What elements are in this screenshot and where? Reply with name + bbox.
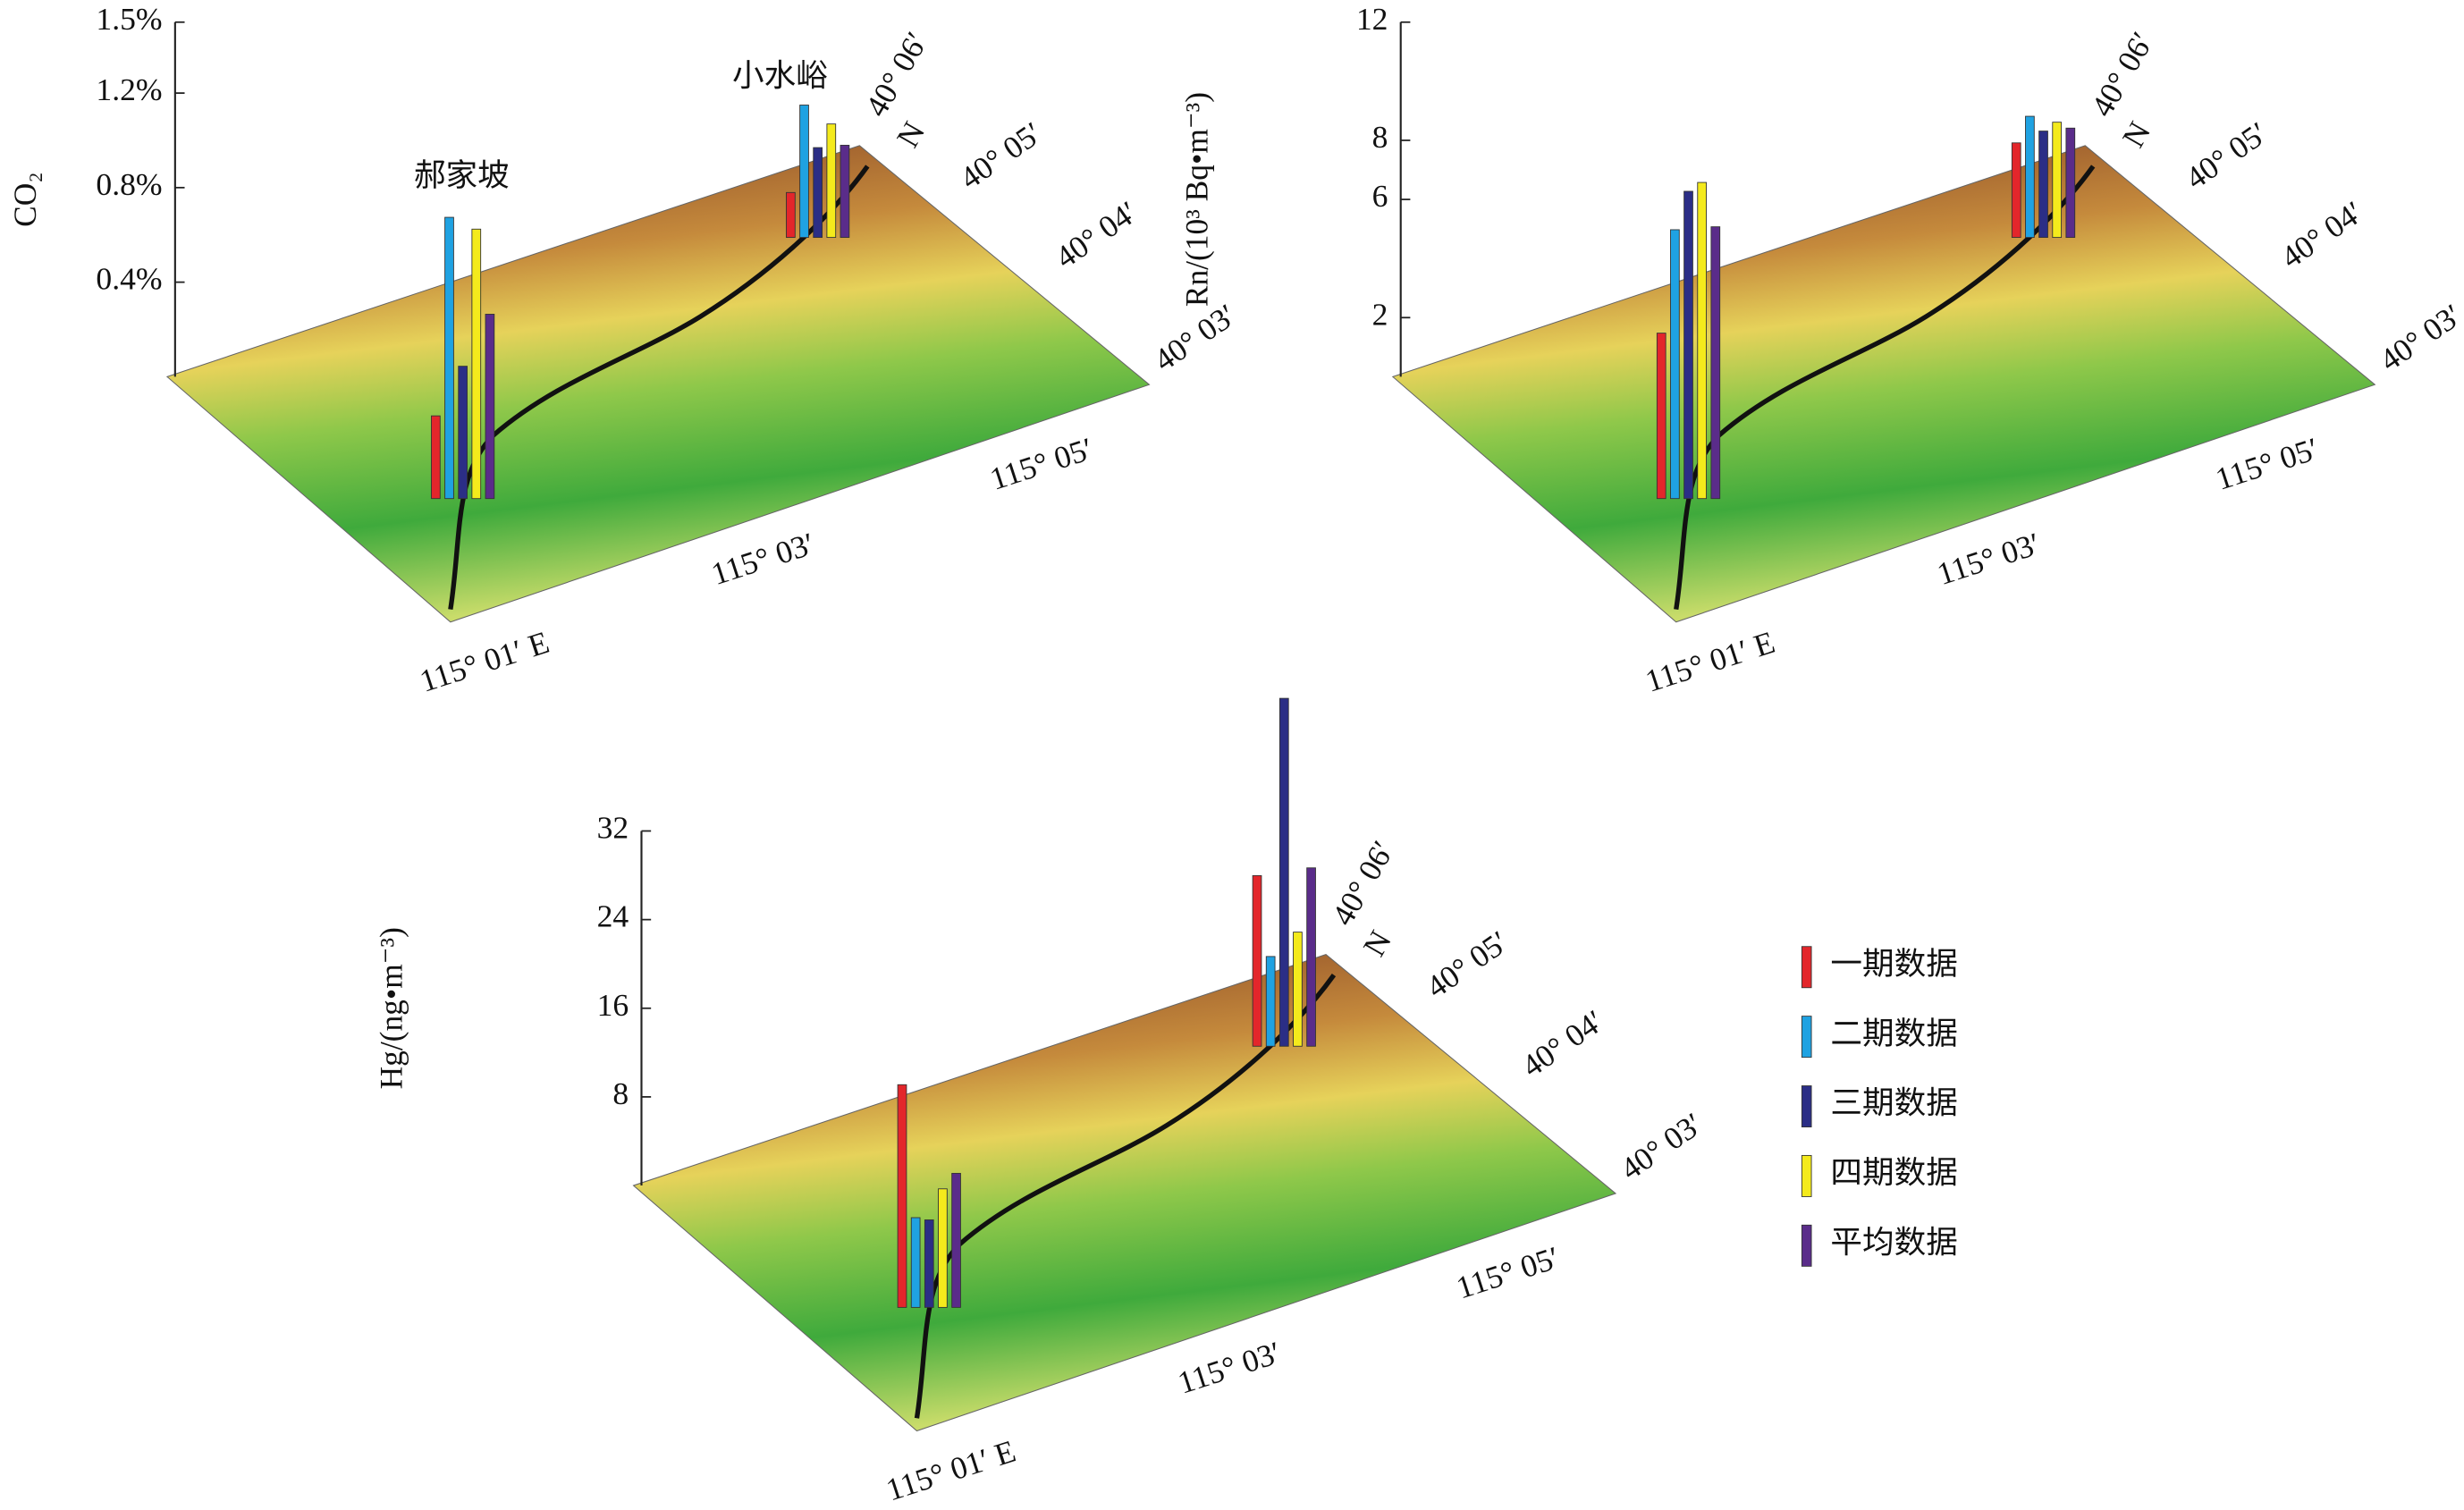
latitude-label: 40° 03′ xyxy=(2373,297,2464,378)
bar xyxy=(485,314,495,500)
y-tick-label: 24 xyxy=(597,898,629,934)
y-axis-title: CO₂ xyxy=(7,172,43,227)
legend-label: 四期数据 xyxy=(1830,1155,1957,1191)
y-tick-label: 32 xyxy=(597,810,629,846)
north-label: N xyxy=(1355,924,1398,962)
legend-swatch xyxy=(1801,1154,1812,1197)
latitude-label: 40° 03′ xyxy=(1614,1106,1709,1187)
bar xyxy=(2025,115,2035,239)
bar xyxy=(2038,131,2048,239)
bar xyxy=(924,1219,934,1308)
bar xyxy=(1252,874,1262,1047)
bar xyxy=(2065,127,2076,239)
y-tick-label: 8 xyxy=(612,1076,629,1111)
latitude-label: 40° 04′ xyxy=(1515,1003,1611,1084)
longitude-label: 115° 03′ xyxy=(1933,526,2045,592)
bar xyxy=(431,415,441,500)
terrain-map xyxy=(165,145,1151,623)
legend-swatch xyxy=(1801,1224,1812,1267)
y-tick-label: 2 xyxy=(1372,296,1388,332)
latitude-label: 40° 05′ xyxy=(953,114,1049,196)
legend-swatch xyxy=(1801,1085,1812,1127)
fault-line xyxy=(448,164,870,611)
site-label: 郝家坡 xyxy=(414,157,510,193)
bar xyxy=(840,145,850,239)
north-label: N xyxy=(890,115,932,153)
panel: 8 16 24 32 Hg/(ng•m⁻³) 115° 01′ E 115° 03′ 115°… xyxy=(374,697,1709,1508)
bar xyxy=(1265,956,1276,1047)
bar xyxy=(897,1084,907,1308)
bar xyxy=(1697,181,1707,500)
y-tick-label: 0.8% xyxy=(96,166,162,202)
bar xyxy=(471,228,482,500)
y-axis-title: Hg/(ng•m⁻³) xyxy=(374,927,409,1089)
bar xyxy=(786,191,796,239)
bar xyxy=(1710,226,1721,500)
latitude-label: 40° 06′ xyxy=(1324,835,1401,932)
legend-label: 平均数据 xyxy=(1830,1225,1957,1261)
longitude-label: 115° 05′ xyxy=(2211,430,2323,496)
longitude-label: 115° 03′ xyxy=(707,526,819,592)
y-tick-label: 1.5% xyxy=(96,1,162,37)
terrain-map xyxy=(632,953,1617,1432)
bar xyxy=(2052,122,2063,239)
terrain-map xyxy=(1391,145,2376,623)
latitude-label: 40° 06′ xyxy=(858,26,935,122)
longitude-label: 115° 05′ xyxy=(985,430,1097,496)
y-tick-label: 1.2% xyxy=(96,72,162,107)
bar xyxy=(458,366,468,500)
bar xyxy=(826,123,837,239)
y-tick-label: 0.4% xyxy=(96,261,162,297)
y-axis-title: Rn/(10³ Bq•m⁻³) xyxy=(1178,92,1214,307)
legend-label: 三期数据 xyxy=(1830,1085,1957,1121)
legend-swatch xyxy=(1801,946,1812,989)
bar xyxy=(1293,932,1303,1047)
longitude-label: 115° 05′ xyxy=(1452,1239,1564,1305)
longitude-label: 115° 03′ xyxy=(1173,1334,1285,1400)
panel: 2 6 8 12 Rn/(10³ Bq•m⁻³) 115° 01′ E 115° 03′ 11… xyxy=(1178,1,2464,699)
longitude-label: 115° 01′ E xyxy=(1641,624,1779,699)
bar xyxy=(910,1217,921,1308)
latitude-label: 40° 03′ xyxy=(1147,297,1243,378)
longitude-label: 115° 01′ E xyxy=(882,1433,1019,1508)
y-tick-label: 12 xyxy=(1356,1,1388,37)
bar xyxy=(813,147,823,239)
latitude-label: 40° 05′ xyxy=(2179,114,2274,196)
legend-label: 二期数据 xyxy=(1830,1016,1957,1051)
bar xyxy=(1278,697,1289,1047)
bar xyxy=(1683,190,1693,500)
bar xyxy=(1306,867,1316,1047)
fault-line xyxy=(914,974,1337,1419)
longitude-label: 115° 01′ E xyxy=(416,624,553,699)
y-tick-label: 16 xyxy=(597,987,629,1023)
legend-label: 一期数据 xyxy=(1830,946,1957,982)
bar xyxy=(938,1188,948,1308)
north-label: N xyxy=(2115,115,2158,153)
panel: 0.4% 0.8% 1.2% 1.5% CO₂ 115° 01′ E 115° 03′ 115… xyxy=(7,1,1243,699)
bar xyxy=(2011,142,2021,239)
y-tick-label: 6 xyxy=(1372,178,1388,214)
bar xyxy=(1656,333,1667,500)
bar xyxy=(951,1172,961,1308)
legend-swatch xyxy=(1801,1016,1812,1059)
site-label: 小水峪 xyxy=(732,58,828,94)
fault-line xyxy=(1674,164,2096,611)
y-tick-label: 8 xyxy=(1372,119,1388,155)
latitude-label: 40° 04′ xyxy=(2274,194,2370,275)
latitude-label: 40° 05′ xyxy=(1420,924,1515,1005)
latitude-label: 40° 04′ xyxy=(1049,194,1144,275)
bar xyxy=(1670,229,1680,500)
bar xyxy=(799,105,809,239)
bar xyxy=(444,216,454,500)
latitude-label: 40° 06′ xyxy=(2084,26,2161,122)
